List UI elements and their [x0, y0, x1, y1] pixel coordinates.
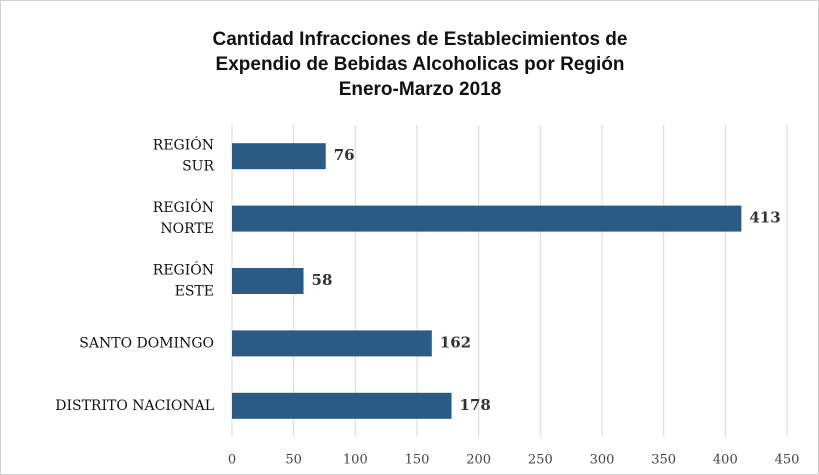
y-tick-label: REGIÓN [153, 198, 214, 216]
x-tick-label: 400 [713, 453, 738, 468]
x-tick-label: 250 [528, 453, 553, 468]
bar [232, 330, 432, 357]
data-label: 58 [312, 271, 333, 289]
chart-title: Enero-Marzo 2018 [339, 79, 502, 100]
chart-title: Expendio de Bebidas Alcoholicas por Regi… [216, 54, 625, 75]
x-tick-label: 50 [285, 453, 302, 468]
y-tick-label: SANTO DOMINGO [79, 335, 214, 351]
x-tick-label: 100 [343, 453, 368, 468]
y-tick-label: REGIÓN [153, 261, 214, 279]
x-tick-label: 150 [405, 453, 430, 468]
bar [232, 205, 742, 232]
x-tick-label: 350 [651, 453, 676, 468]
y-tick-label: ESTE [175, 284, 214, 300]
data-label: 162 [440, 333, 471, 351]
y-tick-label: SUR [182, 159, 214, 175]
y-tick-label: NORTE [160, 221, 214, 237]
x-tick-label: 450 [775, 453, 800, 468]
y-tick-label: DISTRITO NACIONAL [55, 398, 214, 414]
x-tick-label: 0 [228, 453, 236, 468]
chart-title: Cantidad Infracciones de Establecimiento… [213, 29, 628, 50]
data-label: 178 [460, 396, 491, 414]
bar [232, 143, 326, 170]
bar [232, 392, 452, 419]
y-tick-label: REGIÓN [153, 136, 214, 154]
x-tick-label: 300 [590, 453, 615, 468]
data-label: 76 [334, 146, 355, 164]
x-tick-label: 200 [466, 453, 491, 468]
bar [232, 268, 304, 294]
data-label: 413 [749, 209, 780, 227]
